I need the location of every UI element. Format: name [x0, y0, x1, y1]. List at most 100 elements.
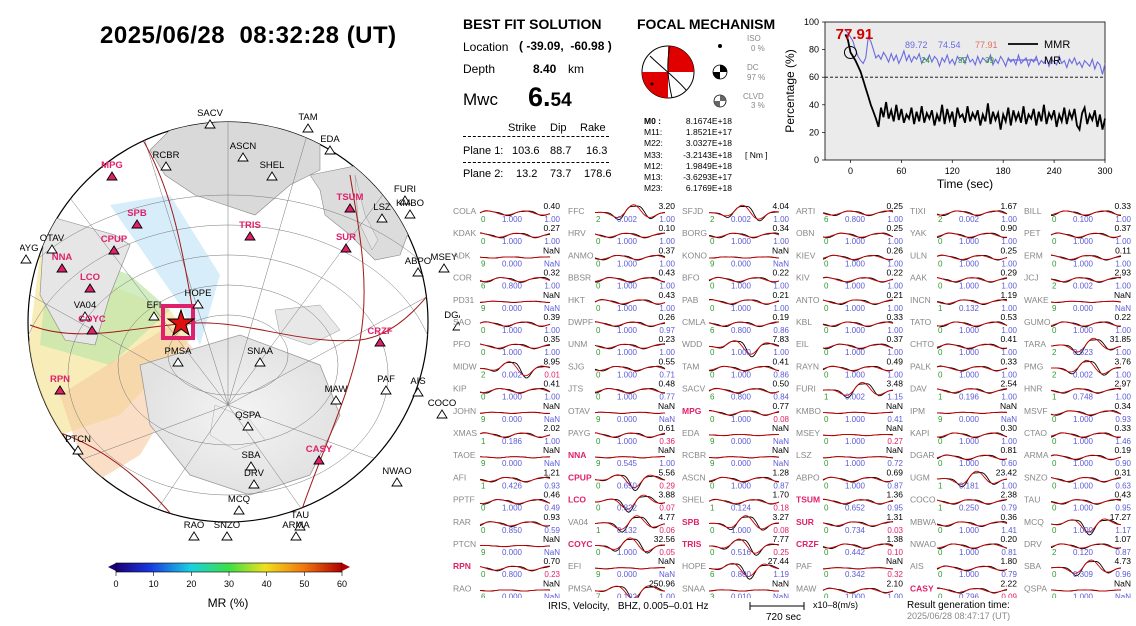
waveform-ratio: 0.18: [773, 504, 789, 513]
waveform-panel-ugm: UGM 23.42 1 0.181 1.00: [910, 467, 1018, 490]
waveform-misfit: 0.39: [543, 312, 560, 322]
waveform-panel-kmbo: KMBO NaN 0 1.000 0.41: [796, 401, 904, 424]
station-label: MCQ: [228, 494, 250, 505]
waveform-quality: 9: [1052, 304, 1057, 313]
waveform-station-name: TARA: [1024, 339, 1046, 349]
waveform-panel-hnr: HNR 2.97 1 0.748 1.00: [1024, 379, 1132, 402]
trial-depth-label: 32: [958, 56, 967, 65]
station-label: SBA: [241, 450, 261, 461]
waveform-quality: 0: [710, 348, 715, 357]
synthetic-trace: [479, 565, 550, 571]
waveform-station-name: PALK: [910, 361, 931, 371]
synthetic-trace: [822, 521, 894, 527]
waveform-ratio: NaN: [659, 570, 675, 579]
waveform-ratio: 1.00: [1001, 370, 1017, 379]
waveform-ratio: 1.41: [1001, 526, 1017, 535]
iso-icon: [718, 44, 722, 48]
synthetic-trace: [1050, 410, 1122, 416]
map-station-qspa: QSPA: [235, 410, 262, 431]
focal-mechanism-title: FOCAL MECHANISM: [637, 16, 776, 32]
colorbar-tick-0: 0: [113, 579, 118, 589]
waveform-panel-dgar: DGAR 0.81 0 1.000 0.60: [910, 445, 1018, 468]
waveform-misfit: 0.19: [1114, 445, 1131, 455]
waveform-panel-pmg: PMG 3.76 2 0.002 1.00: [1024, 356, 1132, 379]
colorbar-tick-60: 60: [337, 579, 347, 589]
x-tick-label-120: 120: [945, 166, 960, 176]
waveform-ratio: 1.00: [1115, 326, 1131, 335]
waveform-quality: 0: [938, 459, 943, 468]
waveform-quality: 0: [824, 370, 829, 379]
station-triangle: [86, 325, 98, 335]
synthetic-trace: [822, 299, 893, 305]
waveform-panel-kapi: KAPI 0.30 0 1.000 1.00: [910, 423, 1018, 446]
waveform-misfit: 0.25: [1000, 245, 1017, 255]
waveform-misfit: 3.20: [658, 201, 675, 211]
trial-mr-label: 77.91: [975, 40, 998, 50]
waveform-panel-tau: TAU 0.43 0 1.000 0.95: [1024, 490, 1132, 513]
waveform-station-name: RAO: [453, 583, 472, 593]
waveform-ratio: 0.93: [1115, 415, 1131, 424]
waveform-ratio: 1.00: [544, 215, 560, 224]
waveform-quality: 0: [938, 437, 943, 446]
synthetic-trace: [479, 210, 551, 216]
waveform-ratio: NaN: [773, 437, 789, 446]
waveform-ratio: NaN: [544, 459, 560, 468]
waveform-panel-mpg: MPG 0.77 0 1.000 0.08: [682, 401, 790, 424]
station-label: DGAR: [444, 310, 460, 321]
waveform-misfit: 0.41: [1000, 334, 1017, 344]
waveform-panel-ais: AIS 1.80 0 1.000 0.79: [910, 556, 1018, 579]
waveform-station-name: SBA: [1024, 561, 1041, 571]
synthetic-trace: [1050, 232, 1122, 238]
waveform-misfit: 2.54: [1000, 379, 1017, 389]
map-station-rcbr: RCBR: [153, 150, 180, 171]
epicenter-box: [161, 304, 195, 340]
waveform-misfit: NaN: [886, 423, 903, 433]
waveform-weight: 1.000: [845, 348, 866, 357]
waveform-station-name: YAK: [910, 228, 927, 238]
y-tick-label-0: 0: [814, 155, 819, 165]
waveform-ratio: 0.29: [659, 481, 675, 490]
waveform-quality: 0: [710, 548, 715, 557]
synthetic-trace: [1050, 518, 1122, 533]
waveform-weight: 0.734: [845, 526, 866, 535]
waveform-ratio: NaN: [544, 304, 560, 313]
waveform-weight: 0.002: [1073, 282, 1094, 291]
station-triangle: [376, 213, 388, 223]
waveform-station-name: INCN: [910, 295, 931, 305]
map-station-coyc: COYC: [78, 314, 106, 335]
waveform-ratio: 1.00: [659, 348, 675, 357]
colorbar-tick-10: 10: [149, 579, 159, 589]
waveform-station-name: IPM: [910, 406, 925, 416]
station-label: AIS: [410, 376, 425, 387]
waveform-panel-ctao: CTAO 0.33 0 1.000 1.46: [1024, 423, 1132, 446]
waveform-quality: 6: [824, 215, 829, 224]
waveform-ratio: 1.00: [1001, 304, 1017, 313]
waveform-panel-ascn: ASCN 1.28 0 1.000 0.87: [682, 467, 790, 490]
waveform-weight: 0.132: [959, 304, 980, 313]
station-triangle: [266, 171, 278, 181]
waveform-station-name: AAK: [910, 273, 927, 283]
waveform-quality: 0: [824, 326, 829, 335]
waveform-ratio: 1.00: [773, 215, 789, 224]
waveform-quality: 9: [481, 459, 486, 468]
waveform-weight: 1.000: [1073, 526, 1094, 535]
synthetic-trace: [708, 340, 780, 355]
waveform-quality: 6: [710, 326, 715, 335]
synthetic-trace: [479, 388, 551, 394]
station-label: TAU: [291, 510, 309, 521]
waveform-quality: 2: [596, 215, 601, 224]
waveform-misfit: 0.46: [543, 490, 560, 500]
waveform-station-name: OTAV: [568, 406, 590, 416]
waveform-ratio: 0.87: [1115, 548, 1131, 557]
waveform-panel-kdak: KDAK 0.27 0 1.000 1.00: [453, 223, 561, 246]
waveform-station-name: ASCN: [682, 472, 706, 482]
waveform-quality: 1: [481, 481, 486, 490]
moment-value: 1.8521E+17: [685, 127, 732, 138]
synthetic-trace: [479, 476, 551, 482]
waveform-weight: 0.002: [845, 393, 866, 402]
beachball: [641, 45, 695, 99]
waveform-station-name: XMAS: [453, 428, 477, 438]
synthetic-trace: [1050, 454, 1122, 460]
waveform-ratio: 1.00: [1001, 282, 1017, 291]
waveform-misfit: NaN: [543, 534, 560, 544]
